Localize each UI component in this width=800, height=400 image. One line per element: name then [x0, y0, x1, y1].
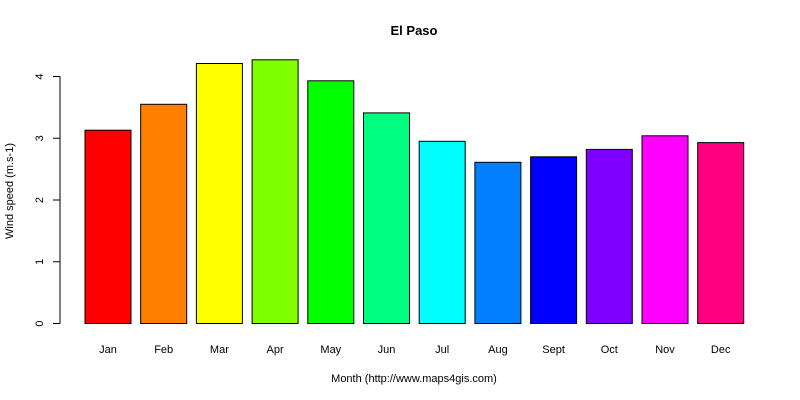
- bar-jul: [418, 140, 466, 324]
- bar-may: [307, 80, 355, 324]
- y-tick-label: 1: [34, 259, 46, 265]
- bar-sept: [530, 156, 578, 324]
- bar-mar: [195, 63, 243, 324]
- y-axis-label: Wind speed (m.s-1): [4, 143, 16, 239]
- x-tick-label: Sept: [542, 344, 565, 356]
- x-tick-labels: Jan Feb Mar Apr May Jun Jul Aug Sept Oct Nov Dec: [99, 344, 731, 356]
- bar-jun: [363, 112, 410, 325]
- bar-dec: [697, 142, 745, 324]
- x-tick-label: Nov: [655, 344, 675, 356]
- bar-nov: [641, 135, 689, 324]
- bar-feb: [140, 103, 188, 324]
- bar-oct: [585, 148, 633, 324]
- x-tick-label: Aug: [488, 344, 508, 356]
- x-tick-label: Jul: [435, 344, 449, 356]
- x-tick-label: May: [320, 344, 341, 356]
- x-tick-label: Mar: [210, 344, 229, 356]
- y-tick-label: 4: [34, 73, 46, 79]
- bars-group: [84, 59, 745, 325]
- x-tick-label: Feb: [154, 344, 173, 356]
- x-tick-label: Apr: [267, 344, 284, 356]
- x-tick-label: Jun: [378, 344, 396, 356]
- chart-title: El Paso: [391, 23, 438, 38]
- x-axis-label: Month (http://www.maps4gis.com): [331, 373, 497, 385]
- y-tick-label: 0: [34, 320, 46, 326]
- y-axis: 0 1 2 3 4: [34, 73, 61, 327]
- y-tick-label: 3: [34, 135, 46, 141]
- x-tick-label: Jan: [99, 344, 117, 356]
- y-tick-label: 2: [34, 197, 46, 203]
- bar-jan: [84, 129, 132, 324]
- bar-aug: [474, 161, 522, 324]
- x-tick-label: Oct: [601, 344, 618, 356]
- x-tick-label: Dec: [711, 344, 731, 356]
- bar-apr: [251, 59, 299, 325]
